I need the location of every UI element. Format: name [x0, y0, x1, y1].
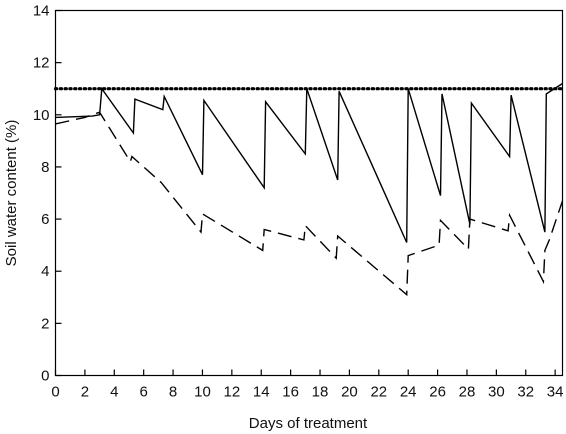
x-tick-label: 26 [429, 384, 446, 401]
plot-area-frame [54, 9, 564, 377]
x-tick-label: 18 [312, 384, 329, 401]
y-axis-title: Soil water content (%) [3, 120, 20, 267]
x-axis-ticks: 0 2 4 6 8 10 12 14 16 18 20 22 24 26 28 30 32 34 [51, 369, 564, 401]
x-tick-label: 8 [169, 384, 177, 401]
x-tick-label: 12 [224, 384, 241, 401]
series-line-dashed [55, 111, 564, 297]
y-tick-label: 10 [33, 107, 50, 124]
x-tick-label: 6 [140, 384, 148, 401]
y-tick-label: 0 [41, 368, 49, 385]
x-tick-label: 32 [517, 384, 534, 401]
y-axis-ticks: 0 2 4 6 8 10 12 14 [33, 3, 62, 385]
series-layer [53, 82, 565, 297]
x-tick-label: 34 [547, 384, 564, 401]
x-tick-label: 4 [110, 384, 118, 401]
x-tick-label: 24 [400, 384, 417, 401]
x-tick-label: 0 [51, 384, 59, 401]
series-line-solid [55, 82, 563, 243]
x-tick-label: 30 [488, 384, 505, 401]
x-tick-label: 2 [81, 384, 89, 401]
x-axis-title: Days of treatment [249, 415, 368, 432]
x-tick-label: 14 [253, 384, 270, 401]
x-tick-label: 16 [282, 384, 299, 401]
x-tick-label: 10 [194, 384, 211, 401]
y-tick-label: 4 [41, 263, 49, 280]
y-tick-label: 6 [41, 211, 49, 228]
y-tick-label: 2 [41, 315, 49, 332]
y-tick-label: 8 [41, 159, 49, 176]
x-tick-label: 20 [341, 384, 358, 401]
x-tick-label: 22 [370, 384, 387, 401]
y-tick-label: 14 [33, 3, 50, 20]
y-tick-label: 12 [33, 55, 50, 72]
x-tick-label: 28 [459, 384, 476, 401]
